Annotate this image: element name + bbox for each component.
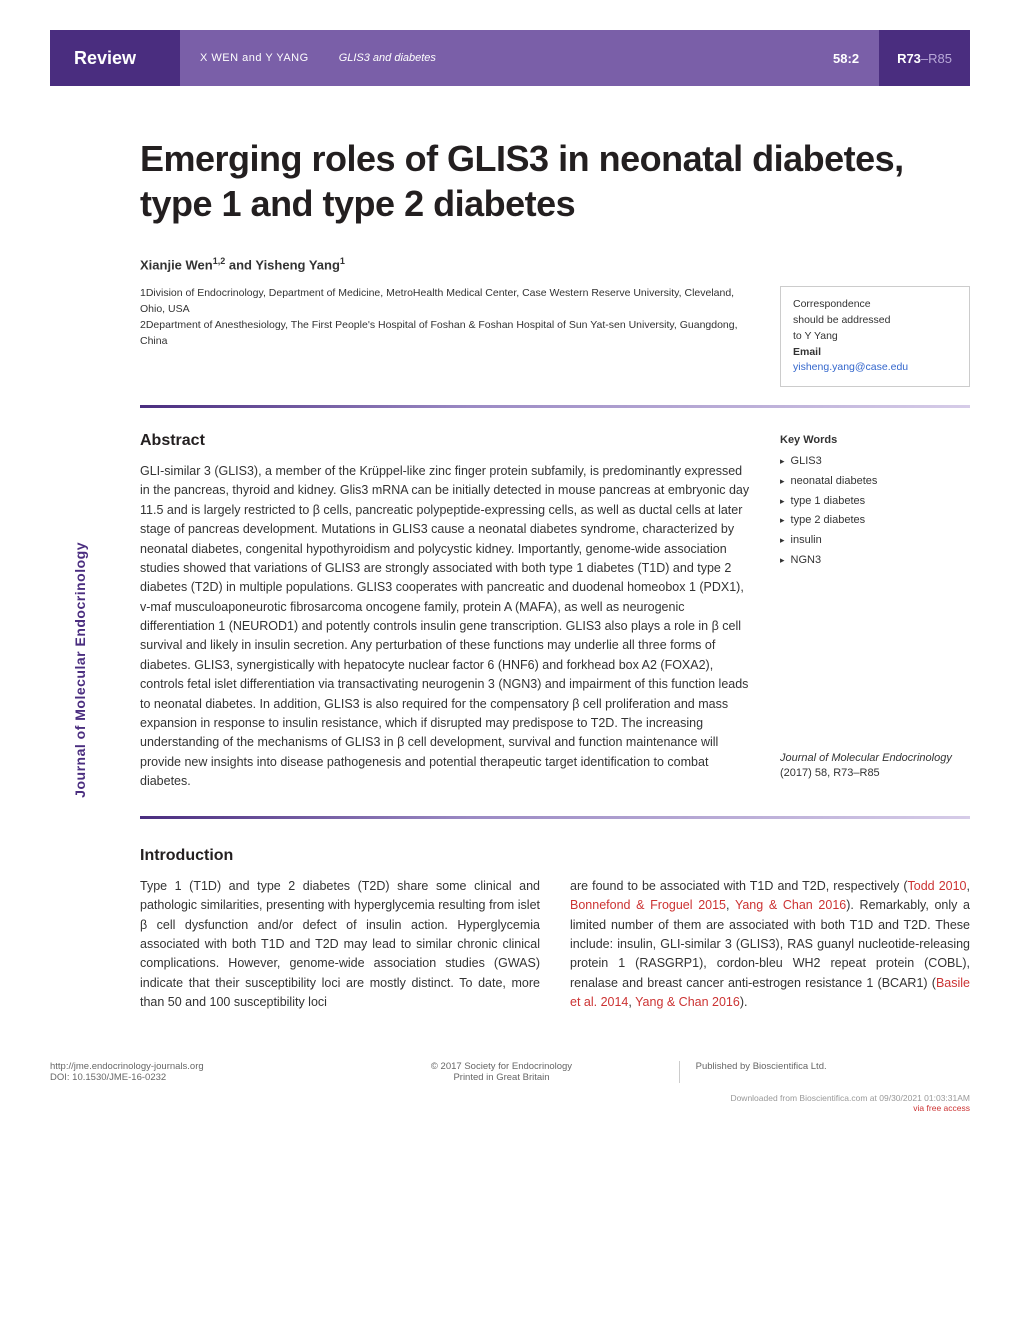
footer-doi: DOI: 10.1530/JME-16-0232 <box>50 1072 324 1083</box>
footer-left: http://jme.endocrinology-journals.org DO… <box>50 1061 324 1083</box>
affiliation-1: 1Division of Endocrinology, Department o… <box>140 286 750 318</box>
intro-col-2: are found to be associated with T1D and … <box>570 877 970 1013</box>
ref-link[interactable]: Yang & Chan 2016 <box>635 995 740 1009</box>
divider-bar-2 <box>140 816 970 819</box>
header-authors: X WEN and Y YANG <box>200 52 309 64</box>
keyword-item: type 1 diabetes <box>780 492 970 512</box>
corr-line1: Correspondence <box>793 297 957 313</box>
ref-link[interactable]: Bonnefond & Froguel 2015 <box>570 898 726 912</box>
footer-right: Published by Bioscientifica Ltd. <box>679 1061 970 1083</box>
intro-text: ). <box>740 995 748 1009</box>
download-note: Downloaded from Bioscientifica.com at 09… <box>0 1093 970 1113</box>
header-bar: Review X WEN and Y YANG GLIS3 and diabet… <box>50 30 970 86</box>
header-short-title: GLIS3 and diabetes <box>339 52 436 64</box>
abstract-heading: Abstract <box>140 432 750 450</box>
footer-published: Published by Bioscientifica Ltd. <box>696 1061 970 1072</box>
header-middle: X WEN and Y YANG GLIS3 and diabetes <box>180 30 813 86</box>
abstract-column: Abstract GLI-similar 3 (GLIS3), a member… <box>140 432 750 798</box>
footer-printed: Printed in Great Britain <box>364 1072 638 1083</box>
corr-line2: should be addressed <box>793 313 957 329</box>
keyword-item: GLIS3 <box>780 452 970 472</box>
divider-bar <box>140 405 970 408</box>
intro-col-1: Type 1 (T1D) and type 2 diabetes (T2D) s… <box>140 877 540 1013</box>
author-1-sup: 1,2 <box>213 256 226 266</box>
affiliation-2: 2Department of Anesthesiology, The First… <box>140 318 750 350</box>
title-block: Emerging roles of GLIS3 in neonatal diab… <box>140 136 970 226</box>
article-title: Emerging roles of GLIS3 in neonatal diab… <box>140 136 970 226</box>
journal-reference: Journal of Molecular Endocrinology (2017… <box>780 751 970 782</box>
keywords-list: GLIS3 neonatal diabetes type 1 diabetes … <box>780 452 970 571</box>
intro-text: are found to be associated with T1D and … <box>570 879 908 893</box>
download-via: via free access <box>913 1103 970 1113</box>
keywords-column: Key Words GLIS3 neonatal diabetes type 1… <box>780 432 970 798</box>
page-end: –R85 <box>921 51 952 66</box>
ref-link[interactable]: Yang & Chan 2016 <box>735 898 846 912</box>
introduction-section: Introduction Type 1 (T1D) and type 2 dia… <box>140 847 970 1013</box>
keyword-item: NGN3 <box>780 551 970 571</box>
correspondence-box: Correspondence should be addressed to Y … <box>780 286 970 387</box>
download-text: Downloaded from Bioscientifica.com at 09… <box>730 1093 970 1103</box>
keywords-heading: Key Words <box>780 434 970 446</box>
side-label: Journal of Molecular Endocrinology <box>50 432 110 798</box>
affiliation-row: 1Division of Endocrinology, Department o… <box>140 286 970 387</box>
abstract-text: GLI-similar 3 (GLIS3), a member of the K… <box>140 462 750 791</box>
keyword-item: type 2 diabetes <box>780 511 970 531</box>
header-pages: R73–R85 <box>879 30 970 86</box>
keyword-item: neonatal diabetes <box>780 472 970 492</box>
header-volume: 58:2 <box>813 30 879 86</box>
author-2: Yisheng Yang <box>255 257 340 272</box>
ref-link[interactable]: Todd 2010 <box>908 879 967 893</box>
footer-mid: © 2017 Society for Endocrinology Printed… <box>364 1061 638 1083</box>
corr-line3: to Y Yang <box>793 329 957 345</box>
author-line: Xianjie Wen1,2 and Yisheng Yang1 <box>140 256 970 272</box>
journal-vertical-label: Journal of Molecular Endocrinology <box>72 542 88 798</box>
author-1: Xianjie Wen <box>140 257 213 272</box>
and-sep: and <box>229 257 256 272</box>
page-start: R73 <box>897 51 921 66</box>
abstract-row: Journal of Molecular Endocrinology Abstr… <box>50 432 970 798</box>
corr-email-link[interactable]: yisheng.yang@case.edu <box>793 361 908 373</box>
footer: http://jme.endocrinology-journals.org DO… <box>50 1053 970 1083</box>
review-label: Review <box>50 30 180 86</box>
journal-citation: (2017) 58, R73–R85 <box>780 767 880 779</box>
corr-email-label: Email <box>793 345 957 361</box>
footer-copyright: © 2017 Society for Endocrinology <box>364 1061 638 1072</box>
intro-columns: Type 1 (T1D) and type 2 diabetes (T2D) s… <box>140 877 970 1013</box>
footer-url: http://jme.endocrinology-journals.org <box>50 1061 324 1072</box>
affiliations: 1Division of Endocrinology, Department o… <box>140 286 750 387</box>
author-2-sup: 1 <box>340 256 345 266</box>
intro-heading: Introduction <box>140 847 970 865</box>
keyword-item: insulin <box>780 531 970 551</box>
journal-name: Journal of Molecular Endocrinology <box>780 752 952 764</box>
